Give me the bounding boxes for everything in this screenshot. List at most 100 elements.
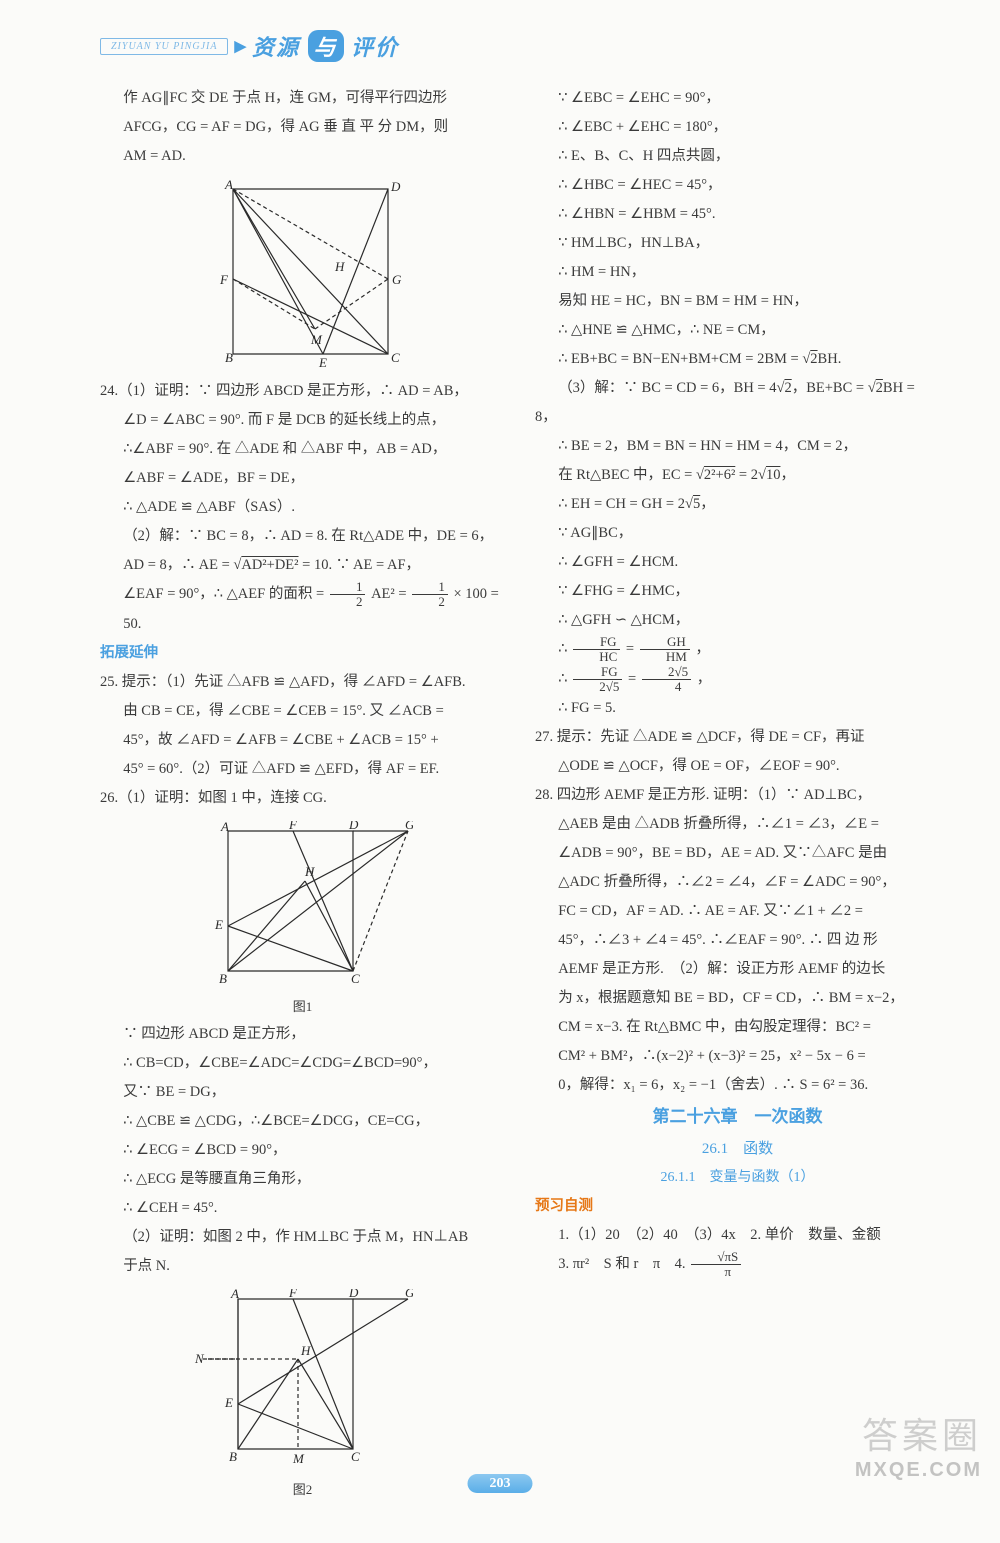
text-line: 1.（1）20 （2）40 （3）4x 2. 单价 数量、金额	[535, 1221, 940, 1250]
text-line: 于点 N.	[100, 1252, 505, 1281]
svg-text:A: A	[220, 821, 229, 834]
svg-text:E: E	[214, 917, 223, 932]
svg-text:F: F	[288, 821, 298, 832]
banner-ping: 评价	[351, 35, 399, 60]
svg-text:D: D	[390, 179, 401, 194]
svg-text:G: G	[405, 1289, 413, 1300]
text-line: CM = x−3. 在 Rt△BMC 中，由勾股定理得：BC² =	[535, 1013, 940, 1042]
geometry-figure-3: AFDG NH EBMC	[193, 1289, 413, 1469]
text-line: ∴ ∠ECG = ∠BCD = 90°，	[100, 1136, 505, 1165]
subsection-heading: 26.1.1 变量与函数（1）	[535, 1164, 940, 1192]
text-line: ∴∠ABF = 90°. 在 △ADE 和 △ABF 中，AB = AD，	[100, 435, 505, 464]
text-line: 作 AG∥FC 交 DE 于点 H，连 GM，可得平行四边形	[100, 84, 505, 113]
text-line: ∴ ∠HBC = ∠HEC = 45°，	[535, 171, 940, 200]
text-line: 28. 四边形 AEMF 是正方形. 证明：（1）∵ AD⊥BC，	[535, 781, 940, 810]
radical: 2²+6²	[704, 467, 735, 483]
svg-text:C: C	[351, 1449, 360, 1464]
text-span: ∴	[558, 671, 571, 687]
svg-text:E: E	[224, 1395, 233, 1410]
svg-text:M: M	[310, 332, 323, 347]
text-span: ，	[696, 641, 711, 657]
svg-text:B: B	[219, 971, 227, 986]
text-line: 27. 提示：先证 △ADE ≌ △DCF，得 DE = CF，再证	[535, 723, 940, 752]
text-line: ∴ ∠EBC + ∠EHC = 180°，	[535, 113, 940, 142]
text-span: = 2	[735, 467, 758, 483]
text-line: 25. 提示：（1）先证 △AFB ≌ △AFD，得 ∠AFD = ∠AFB.	[100, 668, 505, 697]
watermark-en: MXQE.COM	[855, 1459, 982, 1482]
watermark: 答案圈 MXQE.COM	[855, 1407, 982, 1482]
fraction: FG2√5	[573, 665, 622, 695]
fraction: GHHM	[640, 635, 690, 665]
text-line: ∴ △GFH ∽ △HCM，	[535, 606, 940, 635]
chapter-heading: 第二十六章 一次函数	[535, 1100, 940, 1134]
text-span: × 100 =	[454, 586, 499, 602]
text-line: ∴ ∠CEH = 45°.	[100, 1194, 505, 1223]
text-line: ∴ △ECG 是等腰直角三角形，	[100, 1165, 505, 1194]
text-line: FC = CD，AF = AD. ∴ AE = AF. 又∵∠1 + ∠2 =	[535, 897, 940, 926]
page-number: 203	[468, 1475, 533, 1492]
text-span: （3）解：∵ BC = CD = 6，BH = 4	[558, 380, 776, 396]
svg-text:F: F	[219, 272, 229, 287]
svg-text:H: H	[300, 1343, 311, 1358]
text-line: CM² + BM²，∴(x−2)² + (x−3)² = 25，x² − 5x …	[535, 1042, 940, 1071]
text-span: BH.	[818, 351, 842, 367]
text-line: （2）解：∵ BC = 8，∴ AD = 8. 在 Rt△ADE 中，DE = …	[100, 522, 505, 551]
text-line: ∴ CB=CD，∠CBE=∠ADC=∠CDG=∠BCD=90°，	[100, 1049, 505, 1078]
page: ZIYUAN YU PINGJIA ▶ 资源 与 评价 作 AG∥FC 交 DE…	[0, 0, 1000, 1543]
text-line: AM = AD.	[100, 142, 505, 171]
text-line: 在 Rt△BEC 中，EC = √2²+6² = 2√10，	[535, 461, 940, 490]
text-line: 为 x，根据题意知 BE = BD，CF = CD，∴ BM = x−2，	[535, 984, 940, 1013]
svg-text:E: E	[318, 355, 327, 369]
text-line: 50.	[100, 610, 505, 639]
text-line: ∵ ∠EBC = ∠EHC = 90°，	[535, 84, 940, 113]
text-line: ∵ ∠FHG = ∠HMC，	[535, 577, 940, 606]
text-line: ∵ AG∥BC，	[535, 519, 940, 548]
text-line: 0，解得：x₁ = 6，x₂ = −1（舍去）. ∴ S = 6² = 36.	[535, 1071, 940, 1100]
text-line: ∴ BE = 2，BM = BN = HN = HM = 4，CM = 2，	[535, 432, 940, 461]
text-span: ，	[697, 671, 712, 687]
text-line: 易知 HE = HC，BN = BM = HM = HN，	[535, 287, 940, 316]
text-span: ∴ EH = CH = GH = 2	[558, 496, 685, 512]
text-line: 45°，∴∠3 + ∠4 = 45°. ∴∠EAF = 90°. ∴ 四 边 形	[535, 926, 940, 955]
page-number-pill: 203	[468, 1474, 533, 1493]
figure-caption: 图2	[100, 1477, 505, 1503]
svg-text:F: F	[288, 1289, 298, 1300]
text-line: 24.（1）证明：∵ 四边形 ABCD 是正方形，∴ AD = AB，	[100, 377, 505, 406]
watermark-cn: 答案圈	[855, 1407, 982, 1459]
text-span: 3. πr² S 和 r π 4.	[558, 1256, 689, 1272]
text-line: 3. πr² S 和 r π 4. √πSπ	[535, 1250, 940, 1280]
svg-text:G: G	[405, 821, 413, 832]
section-heading: 26.1 函数	[535, 1134, 940, 1164]
text-line: ∴ FG2√5 = 2√54 ，	[535, 665, 940, 695]
fraction: FGHC	[573, 635, 620, 665]
banner-yu: 与	[308, 30, 344, 62]
geometry-figure-2: AFDG EBCH	[193, 821, 413, 986]
text-line: ∵ 四边形 ABCD 是正方形，	[100, 1020, 505, 1049]
radical: 10	[766, 467, 781, 483]
svg-text:A: A	[224, 179, 233, 192]
content-columns: 作 AG∥FC 交 DE 于点 H，连 GM，可得平行四边形 A F C G ， C G =…	[100, 84, 940, 1503]
svg-text:C: C	[351, 971, 360, 986]
text-span: 在 Rt△BEC 中，EC =	[558, 467, 696, 483]
geometry-figure-1: AD BC EF GH M	[203, 179, 403, 369]
radical: 2	[876, 380, 883, 396]
text-line: ∠ADB = 90°，BE = BD，AE = AD. 又∵△AFC 是由	[535, 839, 940, 868]
text-line: 45° = 60°.（2）可证 △AFD ≌ △EFD，得 AF = EF.	[100, 755, 505, 784]
text-span: ∠EAF = 90°，∴ △AEF 的面积 =	[123, 586, 328, 602]
svg-text:N: N	[194, 1351, 205, 1366]
text-line: ∴ EB+BC = BN−EN+BM+CM = 2BM = √2BH.	[535, 345, 940, 374]
svg-text:A: A	[230, 1289, 239, 1301]
text-line: 45°，故 ∠AFD = ∠AFB = ∠CBE + ∠ACB = 15° +	[100, 726, 505, 755]
banner-arrow: ▶	[234, 37, 246, 56]
text-span: ，	[780, 467, 795, 483]
text-span: ∴	[558, 641, 571, 657]
text-line: ∴ E、B、C、H 四点共圆，	[535, 142, 940, 171]
text-line: ∠D = ∠ABC = 90°. 而 F 是 DCB 的延长线上的点，	[100, 406, 505, 435]
text-span: =	[628, 671, 640, 687]
svg-text:B: B	[229, 1449, 237, 1464]
text-span: ∴ EB+BC = BN−EN+BM+CM = 2BM =	[558, 351, 802, 367]
text-line: ∠ABF = ∠ADE，BF = DE，	[100, 464, 505, 493]
svg-text:M: M	[292, 1451, 305, 1466]
text-line: 26.（1）证明：如图 1 中，连接 CG.	[100, 784, 505, 813]
text-line: ∵ HM⊥BC，HN⊥BA，	[535, 229, 940, 258]
